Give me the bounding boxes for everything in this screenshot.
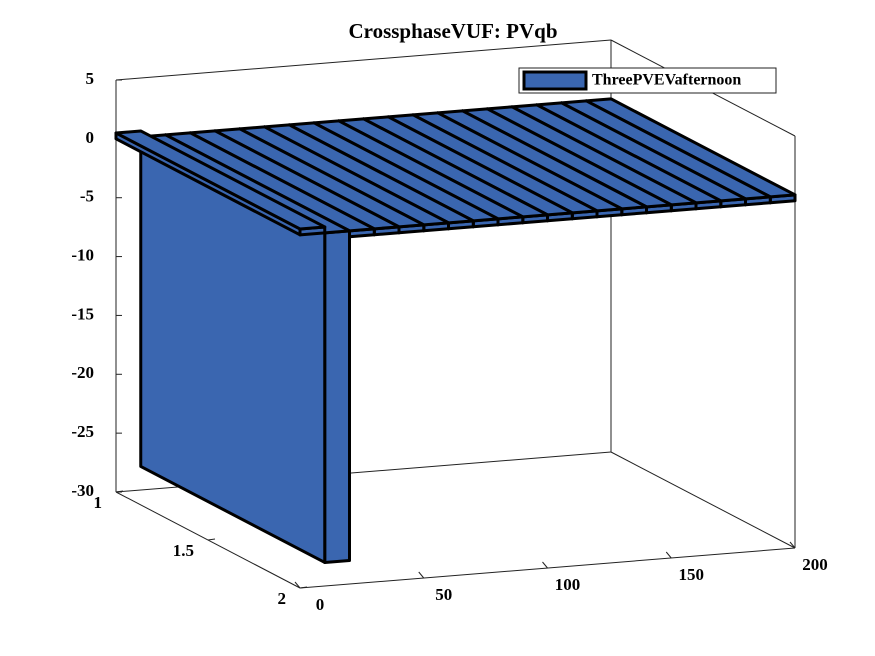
z-tick-label: -20: [71, 363, 94, 382]
z-tick-label: -30: [71, 481, 94, 500]
box-line: [115, 39, 612, 81]
x-tick: [418, 571, 425, 579]
x-tick: [789, 541, 796, 549]
y-tick-label: 1.5: [173, 541, 194, 560]
bar-front: [323, 229, 351, 564]
chart-title: CrossphaseVUF: PVqb: [348, 19, 557, 43]
z-tick-label: 5: [86, 69, 95, 88]
z-tick-label: -25: [71, 422, 94, 441]
x-tick-label: 100: [555, 575, 581, 594]
box-line: [610, 451, 796, 549]
z-tick-label: -15: [71, 304, 94, 323]
y-tick-label: 2: [278, 589, 287, 608]
x-tick: [294, 581, 301, 589]
x-tick-label: 50: [435, 585, 452, 604]
y-tick: [299, 586, 308, 589]
bar-top: [114, 129, 327, 231]
x-tick-label: 0: [316, 595, 325, 614]
x-tick: [542, 561, 548, 569]
x-tick-label: 150: [679, 565, 705, 584]
y-tick: [115, 490, 124, 493]
legend-label: ThreePVEVafternoon: [592, 72, 741, 89]
z-tick-label: -10: [71, 245, 94, 264]
x-tick: [665, 551, 672, 559]
y-tick-label: 1: [94, 493, 103, 512]
legend-swatch: [522, 70, 588, 91]
z-tick-label: -5: [80, 187, 94, 206]
y-tick: [207, 538, 216, 541]
x-tick-label: 200: [802, 555, 828, 574]
z-tick-label: 0: [86, 128, 95, 147]
